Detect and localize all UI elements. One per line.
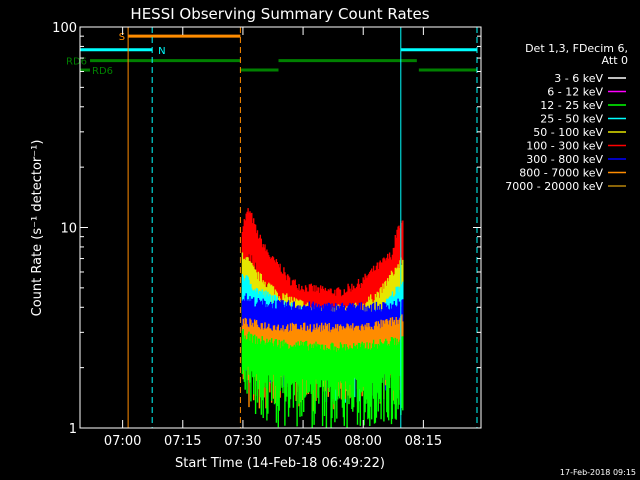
legend-label-300-800-kev: 300 - 800 keV: [526, 153, 603, 166]
chart-title: HESSI Observing Summary Count Rates: [130, 5, 429, 23]
x-tick-label-2: 07:30: [224, 434, 261, 449]
x-tick-label-0: 07:00: [104, 434, 141, 449]
legend-label-3-6-kev: 3 - 6 keV: [554, 72, 603, 85]
legend-label-25-50-kev: 25 - 50 keV: [540, 113, 603, 126]
legend-label-7000-20000-kev: 7000 - 20000 keV: [505, 180, 603, 193]
legend-label-100-300-kev: 100 - 300 keV: [526, 140, 603, 153]
y-tick-label-1: 10: [60, 222, 77, 237]
flag-label-rd6-3: RD6: [92, 66, 113, 77]
x-tick-label-3: 07:45: [284, 434, 321, 449]
flag-label-rd6-2: RD6: [66, 57, 87, 68]
flag-label-n-1: N: [158, 46, 165, 57]
legend-label-50-100-kev: 50 - 100 keV: [533, 126, 603, 139]
observing-flags: S N RD6 RD6: [66, 32, 477, 77]
footer-timestamp: 17-Feb-2018 09:15: [560, 468, 636, 477]
x-tick-label-4: 08:00: [344, 434, 381, 449]
x-tick-label-5: 08:15: [405, 434, 442, 449]
legend-label-800-7000-kev: 800 - 7000 keV: [519, 167, 603, 180]
flag-label-s-0: S: [119, 32, 125, 43]
legend-header-line-1: Det 1,3, FDecim 6,: [525, 42, 628, 55]
y-axis-label: Count Rate (s⁻¹ detector⁻¹): [30, 140, 45, 317]
legend-label-6-12-kev: 6 - 12 keV: [547, 86, 603, 99]
x-tick-label-1: 07:15: [164, 434, 201, 449]
legend-label-12-25-kev: 12 - 25 keV: [540, 99, 603, 112]
legend-header-line-2: Att 0: [602, 54, 628, 67]
y-tick-label-2: 100: [52, 21, 77, 36]
y-tick-label-0: 1: [69, 422, 77, 437]
rate-traces: [241, 208, 404, 428]
axes: 07:00 07:15 07:30 07:45 08:00 08:15 1 10 100: [52, 21, 482, 449]
trace-12-25-kev: [241, 329, 404, 428]
x-axis-label: Start Time (14-Feb-18 06:49:22): [175, 456, 385, 471]
